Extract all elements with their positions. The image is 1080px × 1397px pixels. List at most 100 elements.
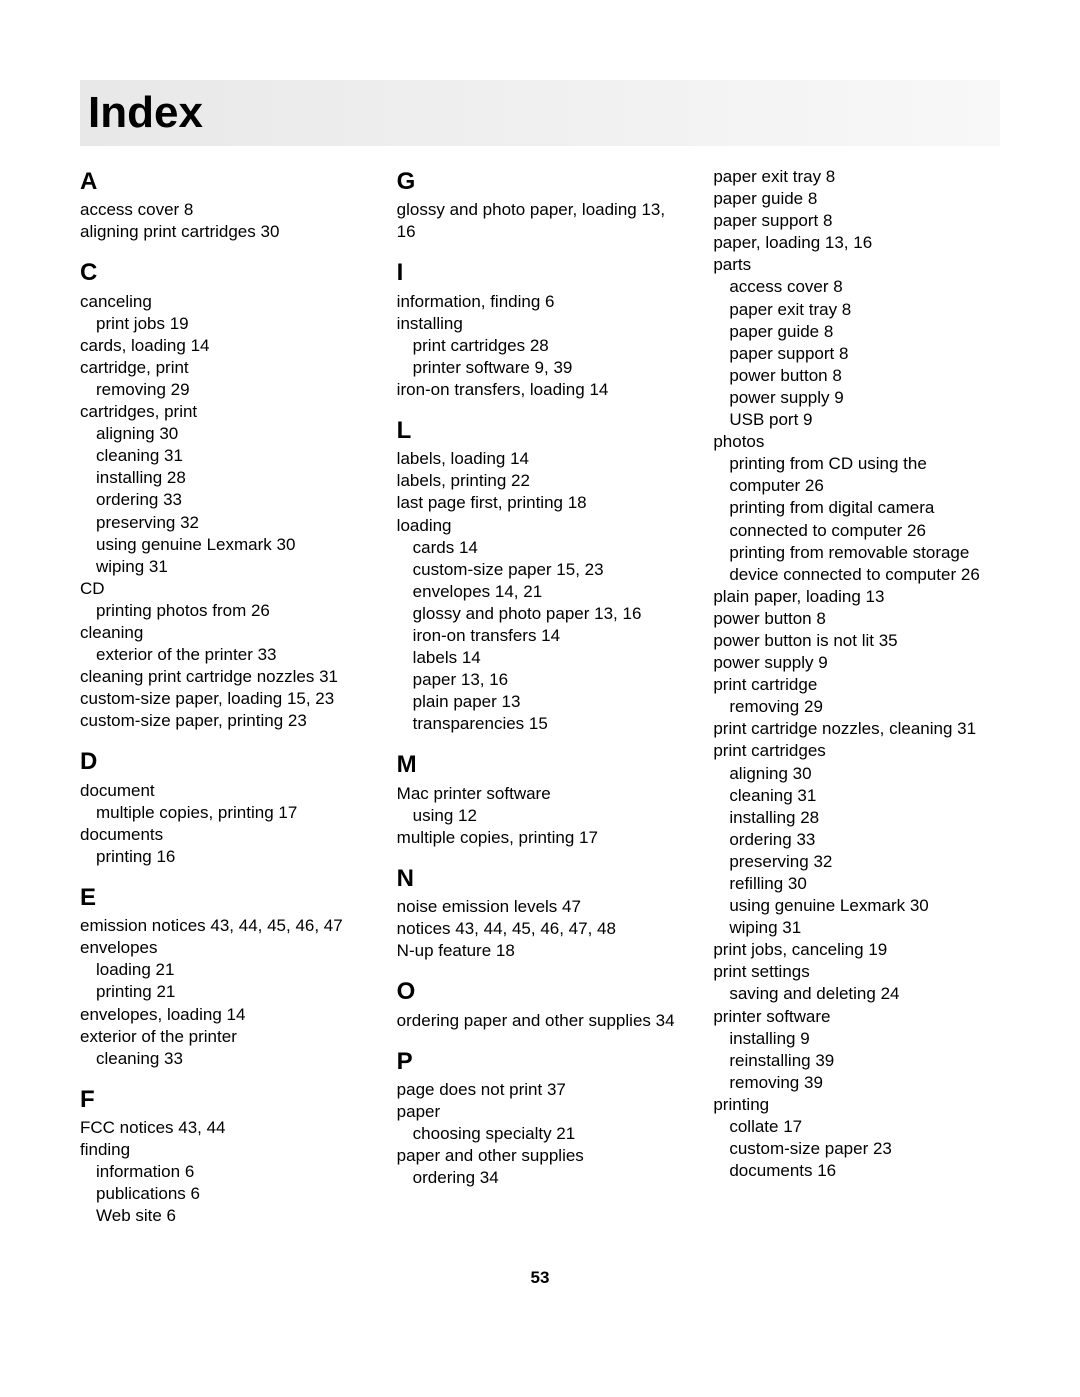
index-entry: plain paper 13 [397, 691, 684, 713]
index-entry: transparencies 15 [397, 713, 684, 735]
index-entry: paper support 8 [713, 343, 1000, 365]
title-bar: Index [80, 80, 1000, 146]
index-entry: paper, loading 13, 16 [713, 232, 1000, 254]
index-entry: custom-size paper, printing 23 [80, 710, 367, 732]
index-entry: loading 21 [80, 959, 367, 981]
index-entry: multiple copies, printing 17 [397, 827, 684, 849]
index-entry: print jobs, canceling 19 [713, 939, 1000, 961]
index-entry: multiple copies, printing 17 [80, 802, 367, 824]
index-entry: print jobs 19 [80, 313, 367, 335]
index-entry: paper exit tray 8 [713, 166, 1000, 188]
index-entry: iron-on transfers, loading 14 [397, 379, 684, 401]
index-entry: access cover 8 [80, 199, 367, 221]
index-entry: installing 9 [713, 1028, 1000, 1050]
index-entry: custom-size paper 15, 23 [397, 559, 684, 581]
index-entry: paper exit tray 8 [713, 299, 1000, 321]
index-entry: aligning 30 [713, 763, 1000, 785]
index-entry: cartridge, print [80, 357, 367, 379]
index-entry: USB port 9 [713, 409, 1000, 431]
index-entry: custom-size paper 23 [713, 1138, 1000, 1160]
index-entry: collate 17 [713, 1116, 1000, 1138]
index-entry: documents 16 [713, 1160, 1000, 1182]
index-entry: print settings [713, 961, 1000, 983]
index-entry: removing 29 [713, 696, 1000, 718]
index-entry: cards, loading 14 [80, 335, 367, 357]
index-entry: print cartridge nozzles, cleaning 31 [713, 718, 1000, 740]
index-letter: N [397, 863, 684, 894]
index-entry: cleaning 31 [80, 445, 367, 467]
index-letter: L [397, 415, 684, 446]
index-entry: loading [397, 515, 684, 537]
index-entry: document [80, 780, 367, 802]
index-entry: parts [713, 254, 1000, 276]
index-entry: cleaning 33 [80, 1048, 367, 1070]
index-entry: exterior of the printer [80, 1026, 367, 1048]
index-entry: paper guide 8 [713, 188, 1000, 210]
index-entry: emission notices 43, 44, 45, 46, 47 [80, 915, 367, 937]
index-entry: printing [713, 1094, 1000, 1116]
index-entry: power button 8 [713, 365, 1000, 387]
index-entry: ordering paper and other supplies 34 [397, 1010, 684, 1032]
index-entry: aligning 30 [80, 423, 367, 445]
index-entry: page does not print 37 [397, 1079, 684, 1101]
index-entry: using genuine Lexmark 30 [713, 895, 1000, 917]
index-entry: labels, printing 22 [397, 470, 684, 492]
index-entry: envelopes [80, 937, 367, 959]
index-letter: M [397, 749, 684, 780]
index-entry: information 6 [80, 1161, 367, 1183]
index-entry: paper guide 8 [713, 321, 1000, 343]
index-entry: glossy and photo paper, loading 13, 16 [397, 199, 684, 243]
index-entry: paper and other supplies [397, 1145, 684, 1167]
index-entry: paper support 8 [713, 210, 1000, 232]
page-title: Index [88, 88, 1000, 138]
index-entry: glossy and photo paper 13, 16 [397, 603, 684, 625]
page-number: 53 [80, 1268, 1000, 1288]
index-entry: saving and deleting 24 [713, 983, 1000, 1005]
index-entry: printing from removable storage device c… [713, 542, 1000, 586]
index-entry: publications 6 [80, 1183, 367, 1205]
index-entry: N-up feature 18 [397, 940, 684, 962]
index-entry: plain paper, loading 13 [713, 586, 1000, 608]
index-entry: power button 8 [713, 608, 1000, 630]
index-entry: using genuine Lexmark 30 [80, 534, 367, 556]
index-entry: notices 43, 44, 45, 46, 47, 48 [397, 918, 684, 940]
index-entry: iron-on transfers 14 [397, 625, 684, 647]
index-entry: Web site 6 [80, 1205, 367, 1227]
index-column: Gglossy and photo paper, loading 13, 16I… [397, 166, 684, 1228]
index-entry: cards 14 [397, 537, 684, 559]
index-entry: print cartridges [713, 740, 1000, 762]
index-entry: documents [80, 824, 367, 846]
index-entry: wiping 31 [713, 917, 1000, 939]
index-entry: envelopes, loading 14 [80, 1004, 367, 1026]
index-entry: installing [397, 313, 684, 335]
index-entry: choosing specialty 21 [397, 1123, 684, 1145]
index-page: Index Aaccess cover 8aligning print cart… [0, 0, 1080, 1328]
index-entry: wiping 31 [80, 556, 367, 578]
index-entry: print cartridge [713, 674, 1000, 696]
index-letter: I [397, 257, 684, 288]
index-entry: access cover 8 [713, 276, 1000, 298]
index-entry: printer software [713, 1006, 1000, 1028]
index-column: Aaccess cover 8aligning print cartridges… [80, 166, 367, 1228]
index-entry: noise emission levels 47 [397, 896, 684, 918]
index-entry: removing 39 [713, 1072, 1000, 1094]
index-entry: custom-size paper, loading 15, 23 [80, 688, 367, 710]
index-entry: paper [397, 1101, 684, 1123]
index-entry: paper 13, 16 [397, 669, 684, 691]
index-entry: preserving 32 [713, 851, 1000, 873]
index-letter: F [80, 1084, 367, 1115]
index-entry: removing 29 [80, 379, 367, 401]
index-entry: ordering 34 [397, 1167, 684, 1189]
index-entry: printing 21 [80, 981, 367, 1003]
index-entry: using 12 [397, 805, 684, 827]
index-entry: canceling [80, 291, 367, 313]
index-column: paper exit tray 8paper guide 8paper supp… [713, 166, 1000, 1228]
index-columns: Aaccess cover 8aligning print cartridges… [80, 166, 1000, 1228]
index-entry: preserving 32 [80, 512, 367, 534]
index-entry: cleaning 31 [713, 785, 1000, 807]
index-entry: exterior of the printer 33 [80, 644, 367, 666]
index-entry: ordering 33 [80, 489, 367, 511]
index-entry: installing 28 [80, 467, 367, 489]
index-letter: C [80, 257, 367, 288]
index-letter: A [80, 166, 367, 197]
